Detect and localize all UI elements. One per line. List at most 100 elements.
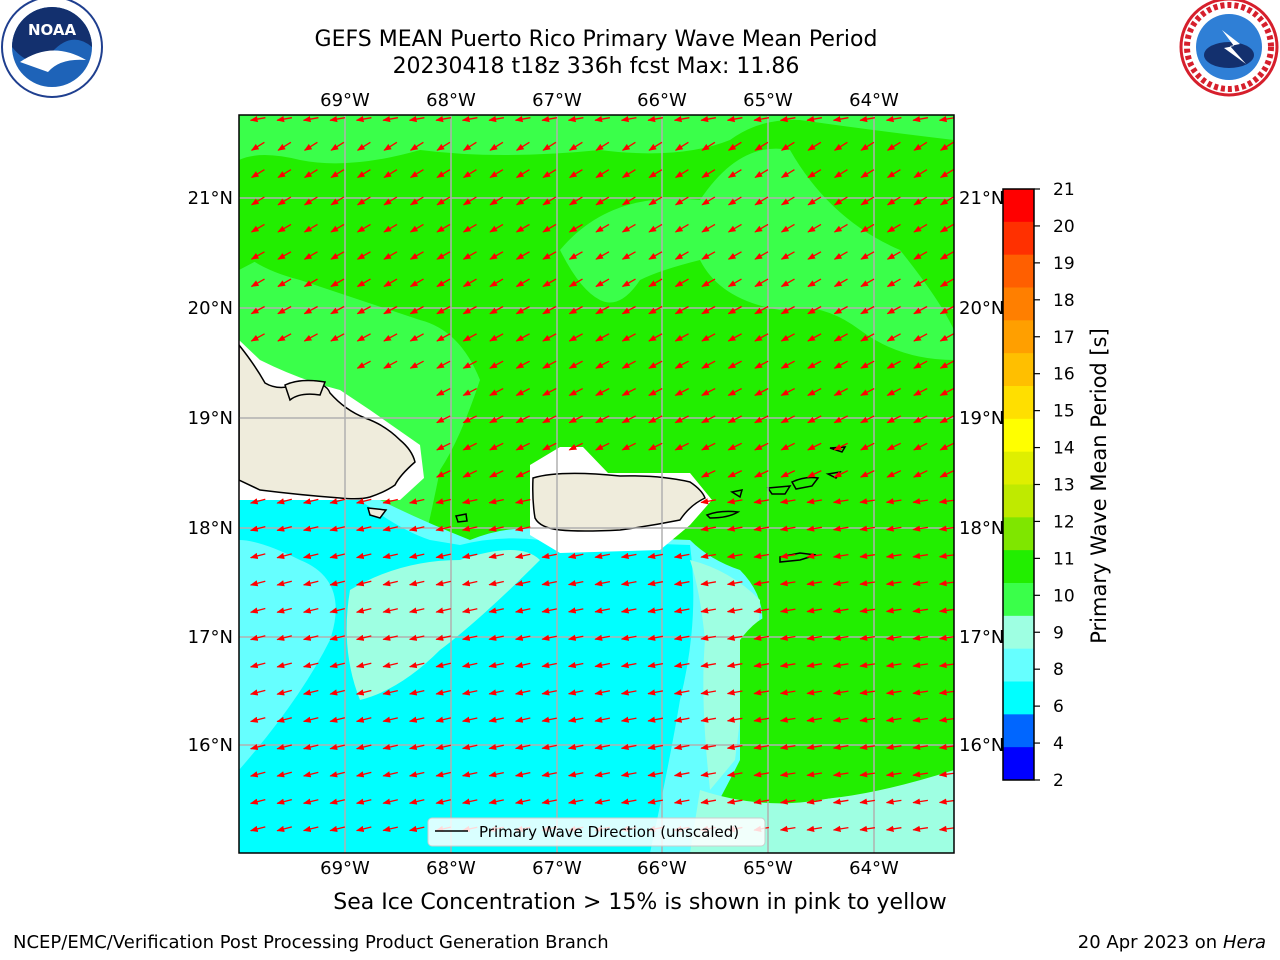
wave-arrow [833, 141, 848, 151]
wave-arrow [435, 716, 451, 723]
wave-arrow [621, 415, 636, 424]
wave-arrow [859, 743, 875, 751]
wave-arrow [860, 305, 875, 315]
wave-arrow [330, 278, 345, 288]
wave-arrow [302, 716, 319, 723]
wave-arrow [621, 169, 636, 179]
wave-arrow [488, 470, 504, 478]
colorbar-tick-label: 19 [1053, 254, 1075, 274]
wave-arrow [249, 116, 266, 123]
wave-arrow [620, 689, 637, 696]
wave-arrow [462, 360, 477, 369]
wave-arrow [753, 470, 769, 478]
wave-arrow [567, 689, 584, 696]
wave-arrow [355, 525, 372, 532]
wave-arrow [382, 743, 398, 751]
wave-arrow [515, 415, 530, 424]
wave-arrow [648, 442, 663, 451]
wave-arrow [859, 716, 875, 723]
wave-arrow [594, 634, 611, 641]
wave-arrow [674, 388, 689, 396]
wave-arrow [859, 798, 875, 805]
wave-arrow [621, 251, 636, 260]
wave-arrow [356, 196, 371, 206]
wave-arrow [356, 278, 371, 288]
wave-arrow [382, 771, 398, 778]
lat-label: 16°N [959, 735, 1004, 756]
wave-arrow [383, 251, 398, 260]
wave-arrow [409, 333, 424, 342]
wave-arrow [408, 798, 425, 805]
wave-arrow [779, 607, 796, 614]
wave-arrow [780, 360, 795, 369]
wave-arrow [939, 251, 954, 260]
wave-arrow [276, 825, 292, 832]
wave-arrow [780, 470, 796, 478]
wave-arrow [674, 141, 689, 151]
wave-arrow [727, 333, 742, 342]
wave-arrow [489, 278, 504, 288]
wave-arrow [541, 771, 557, 778]
lon-label: 69°W [320, 90, 370, 111]
wave-arrow [621, 360, 636, 369]
wave-arrow [383, 305, 398, 315]
wave-arrow [383, 278, 398, 288]
wave-arrow [726, 580, 743, 587]
wave-arrow [249, 716, 266, 723]
wave-arrow [832, 771, 849, 778]
wave-arrow [886, 388, 901, 396]
wave-arrow [461, 525, 478, 532]
wave-arrow [648, 415, 663, 424]
wave-arrow [912, 525, 928, 532]
map-legend: Primary Wave Direction (unscaled) [427, 817, 766, 847]
wave-arrow [567, 607, 584, 614]
wave-arrow [489, 169, 504, 179]
wave-arrow [727, 360, 742, 369]
wave-arrow [886, 415, 901, 424]
wave-arrow [807, 388, 822, 396]
wave-arrow [860, 278, 875, 288]
wave-arrow [938, 580, 954, 587]
wave-arrow [594, 607, 611, 614]
wave-arrow [779, 525, 796, 532]
wave-arrow [514, 689, 531, 696]
wave-arrow [595, 223, 610, 233]
wave-arrow [753, 580, 770, 587]
wave-arrow [514, 580, 531, 587]
wave-arrow [753, 662, 770, 669]
wave-arrow [514, 552, 531, 559]
wave-arrow [355, 580, 372, 587]
wave-arrow [860, 415, 875, 424]
wave-arrow [567, 798, 584, 805]
wave-arrow [461, 689, 478, 696]
wave-arrow [408, 498, 425, 505]
wave-arrow [913, 196, 928, 206]
wave-arrow [859, 634, 875, 641]
wave-arrow [859, 552, 875, 559]
wave-arrow [807, 305, 822, 315]
wave-arrow [912, 634, 928, 641]
wave-arrow [780, 196, 795, 206]
wave-arrow [727, 305, 742, 315]
wave-arrow [673, 116, 690, 123]
period-fill-9b [690, 560, 760, 790]
wave-arrow [436, 388, 451, 396]
wave-arrow [806, 470, 822, 478]
wave-arrow [436, 223, 451, 233]
wave-arrow [276, 634, 292, 641]
wave-arrow [515, 333, 530, 342]
wave-arrow [489, 442, 504, 451]
wave-arrow [886, 360, 901, 369]
map-frame [238, 114, 955, 854]
wave-arrow [886, 442, 901, 451]
wave-arrow [250, 251, 265, 260]
wave-arrow [806, 716, 823, 723]
wave-arrow [408, 771, 425, 778]
wave-arrow [700, 116, 717, 123]
wave-arrow [595, 442, 610, 451]
wave-arrow [833, 196, 848, 206]
wave-arrow [648, 360, 663, 369]
tortuga-island [284, 379, 327, 402]
wave-arrow [912, 798, 928, 805]
wave-arrow [885, 743, 902, 751]
